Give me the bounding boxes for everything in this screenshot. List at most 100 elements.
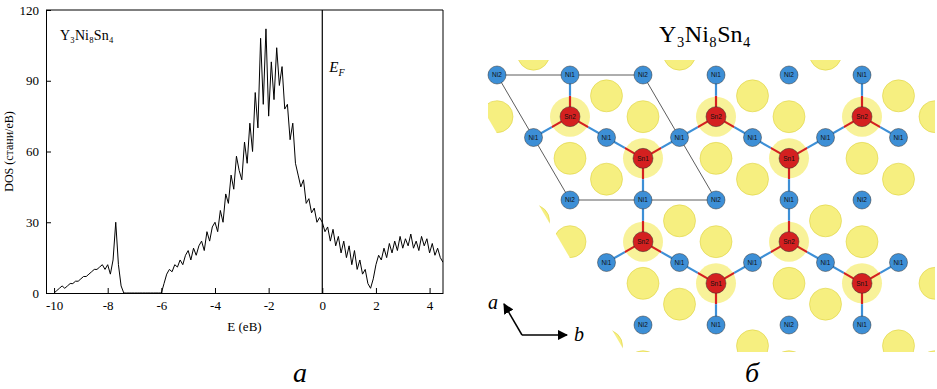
isosurface-sphere [445,163,477,195]
isosurface-sphere [335,267,367,299]
isosurface-sphere [372,38,404,70]
fermi-line [322,10,323,293]
isosurface-sphere [554,0,586,8]
isosurface-sphere [335,17,367,49]
isosurface-sphere [299,163,331,195]
tick-label: -10 [46,298,63,313]
isosurface-sphere [335,101,367,133]
isosurface-lobe [623,222,663,262]
isosurface-sphere [43,17,75,49]
atom [780,316,798,334]
atom-label: Ni2 [784,321,794,328]
fermi-label: EF [328,59,345,78]
atom-label: Sn1 [637,155,649,162]
isosurface [0,0,937,389]
atom [744,254,762,272]
isosurface-sphere [116,0,148,8]
tick: 2 [373,288,380,313]
atom-label: Ni2 [492,71,502,78]
atom [890,254,908,272]
isosurface-sphere [372,288,404,320]
tick: -10 [46,288,63,313]
atom-label: Sn2 [783,238,795,245]
tick-label: -8 [103,298,114,313]
tick-mark [46,10,51,11]
isosurface-sphere [226,288,258,320]
isosurface-sphere [700,142,732,174]
isosurface-sphere [883,163,915,195]
isosurface-sphere [591,330,623,362]
atom-label: Ni1 [857,71,867,78]
tick-mark [46,152,51,153]
atom [598,254,616,272]
tick: -2 [264,288,275,313]
isosurface-sphere [591,80,623,112]
atoms: Ni2Ni1Ni1Ni1Sn1Sn2Ni2Ni1Ni1Ni1Sn1Sn2Ni1N… [488,66,908,334]
frame-right [443,10,444,293]
isosurface-sphere [153,80,185,112]
tick-label: 0 [33,286,40,301]
figure: -10-8-6-4-20240306090120EFY₃Ni₈Sn₄E (еВ)… [0,0,937,389]
tick: 4 [427,288,434,313]
atom [671,129,689,147]
isosurface-sphere [627,101,659,133]
atom [633,232,653,252]
isosurface-sphere [810,288,842,320]
isosurface-sphere [627,17,659,49]
isosurface-sphere [919,267,937,299]
isosurface-lobe [696,263,736,303]
isosurface-sphere [773,101,805,133]
atom-label: Ni2 [565,196,575,203]
tick: 60 [26,144,51,159]
tick: -8 [103,288,114,313]
tick-mark [269,288,270,293]
atom-label: Ni1 [894,259,904,266]
tick: 90 [26,73,51,88]
frame-top [46,10,443,11]
isosurface-lobe [769,138,809,178]
isosurface-sphere [737,163,769,195]
atom-label: Ni1 [821,134,831,141]
fermi-label-sub: F [337,67,345,78]
atom [707,66,725,84]
y-axis-title: DOS (стани/еВ) [2,111,16,192]
tick-mark [215,288,216,293]
atom-label: Sn2 [710,113,722,120]
atom [744,129,762,147]
isosurface-sphere [372,205,404,237]
atom [598,129,616,147]
atom [560,107,580,127]
isosurface-sphere [262,226,294,258]
isosurface-sphere [445,80,477,112]
tick-mark [108,288,109,293]
atom-label: Ni2 [784,71,794,78]
atom-label: Ni1 [748,259,758,266]
axis-label-b: b [574,323,584,345]
isosurface-sphere [189,267,221,299]
isosurface-sphere [846,142,878,174]
tick-label: 4 [427,298,434,313]
atom-label: Ni1 [711,321,721,328]
isosurface-sphere [116,142,148,174]
atom [779,232,799,252]
tick: 0 [33,286,52,301]
bonds [534,75,899,325]
atom-label: Ni1 [602,259,612,266]
isosurface-sphere [773,267,805,299]
panel-label: б [745,357,760,388]
isosurface-sphere [919,101,937,133]
isosurface-sphere [189,101,221,133]
tick: -4 [210,288,221,313]
atom-label: Ni1 [675,134,685,141]
isosurface-sphere [554,226,586,258]
atom [890,129,908,147]
atom [634,316,652,334]
atom-label: Ni1 [565,71,575,78]
x-axis-title: E (еВ) [227,319,261,334]
atom [853,316,871,334]
isosurface-lobe [696,97,736,137]
atom-label: Sn2 [564,113,576,120]
atom-label: Ni1 [857,321,867,328]
isosurface-sphere [481,101,513,133]
atom-label: Ni1 [638,196,648,203]
